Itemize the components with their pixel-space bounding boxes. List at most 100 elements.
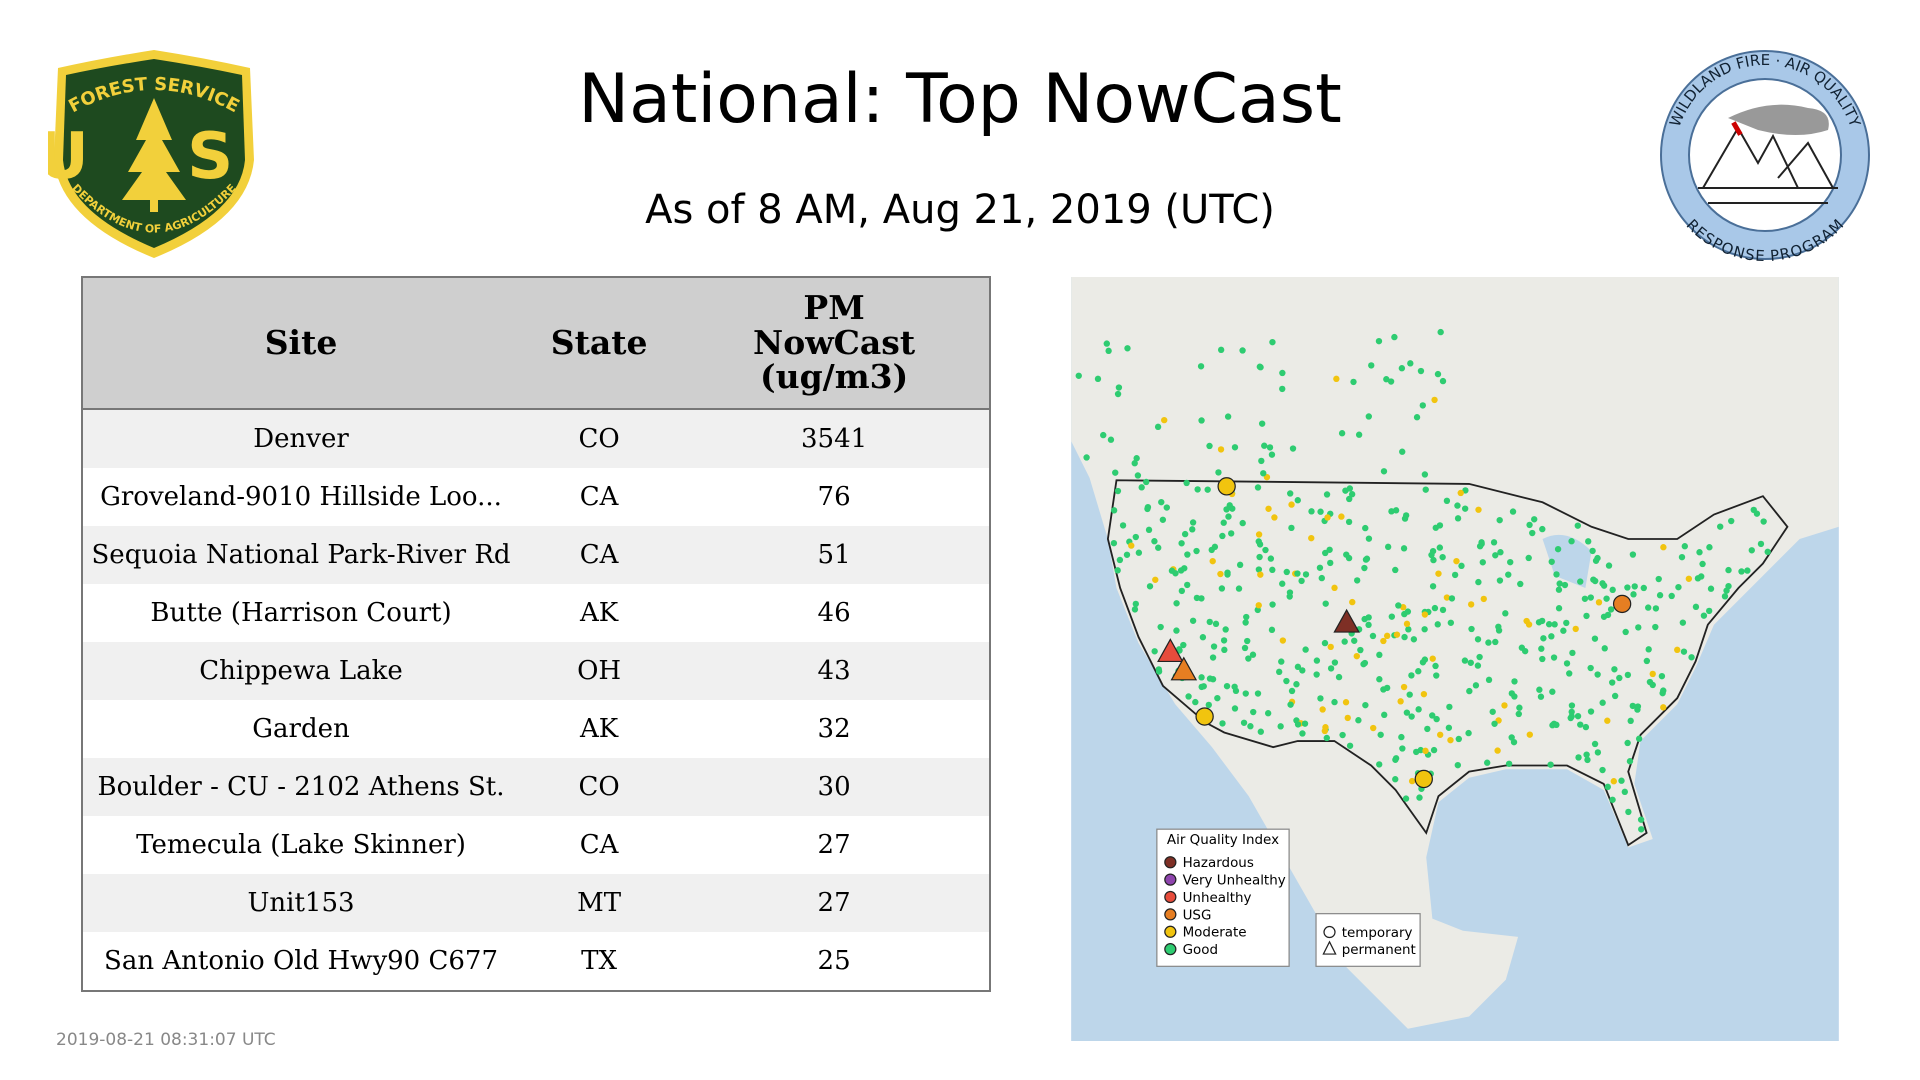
site-dot — [1199, 634, 1207, 641]
site-dot — [1294, 570, 1301, 577]
site-dot — [1338, 513, 1345, 520]
site-dot — [1568, 708, 1575, 716]
site-dot — [1267, 555, 1275, 562]
site-dot — [1370, 724, 1377, 732]
shape-label: permanent — [1342, 943, 1416, 958]
highlight-markers — [1157, 477, 1632, 789]
site-dot — [1537, 693, 1545, 700]
site-dot — [1376, 651, 1383, 659]
site-dot — [1115, 384, 1123, 391]
table-cell: CA — [579, 482, 619, 512]
site-dot — [1422, 486, 1429, 493]
site-dot — [1365, 614, 1372, 621]
site-dot — [1365, 413, 1372, 420]
site-dot — [1652, 605, 1660, 612]
site-dot — [1257, 728, 1264, 735]
site-dot — [1163, 504, 1170, 511]
site-dot — [1215, 469, 1222, 476]
site-dot — [1510, 738, 1518, 746]
site-dot — [1293, 681, 1300, 688]
site-dot — [1587, 594, 1594, 601]
site-dot — [1635, 735, 1643, 742]
site-dot — [1333, 375, 1340, 383]
site-dot — [1599, 766, 1606, 774]
site-dot — [1474, 636, 1482, 643]
site-dot — [1317, 508, 1324, 515]
title: National: Top NowCast — [578, 60, 1342, 139]
site-dot — [1361, 564, 1368, 572]
site-dot — [1422, 747, 1429, 755]
site-dot — [1634, 706, 1641, 713]
site-dot — [1131, 460, 1138, 467]
column-header: PM NowCast (ug/m3) — [679, 277, 990, 410]
site-dot — [1168, 567, 1176, 574]
site-dot — [1083, 454, 1090, 461]
site-dot — [1574, 712, 1582, 720]
site-dot — [1569, 649, 1576, 657]
site-dot — [1335, 673, 1343, 681]
us-border — [1106, 479, 1789, 847]
site-dot — [1387, 378, 1395, 385]
site-dot — [1660, 544, 1667, 551]
table-cell: Temecula (Lake Skinner) — [136, 830, 466, 860]
site-dot — [1554, 545, 1562, 553]
site-dot — [1355, 431, 1363, 438]
site-dot — [1489, 708, 1496, 715]
site-dot — [1592, 577, 1599, 585]
site-dot — [1431, 396, 1438, 404]
site-dot — [1151, 648, 1158, 655]
site-dot — [1434, 370, 1442, 378]
table-cell: 51 — [679, 526, 990, 584]
table-row: Sequoia National Park-River Rd CA 51 — [82, 526, 990, 584]
site-dot — [1184, 551, 1191, 558]
site-dot — [1454, 761, 1461, 769]
site-dot — [1289, 445, 1297, 452]
site-dot — [1175, 646, 1183, 653]
site-dot — [1197, 363, 1205, 370]
site-dot — [1475, 578, 1482, 586]
site-dot — [1317, 695, 1324, 702]
site-dot — [1183, 479, 1190, 487]
site-dot — [1402, 512, 1410, 519]
smoke — [1728, 104, 1829, 135]
column-header: State — [519, 277, 680, 410]
legend-label: Moderate — [1183, 926, 1247, 941]
site-dot — [1204, 486, 1211, 493]
subtitle: As of 8 AM, Aug 21, 2019 (UTC) — [645, 187, 1275, 233]
site-dot — [1268, 451, 1276, 458]
table-cell: AK — [580, 714, 619, 744]
site-dot — [1505, 760, 1513, 767]
site-dot — [1643, 657, 1651, 665]
site-dot — [1531, 516, 1538, 523]
site-dot — [1629, 702, 1636, 710]
legend-label: Very Unhealthy — [1183, 874, 1286, 889]
legend-label: Unhealthy — [1183, 891, 1252, 906]
site-dot — [1630, 591, 1637, 598]
site-dot — [1594, 554, 1601, 562]
site-dot — [1269, 338, 1276, 346]
site-dot — [1343, 551, 1350, 558]
site-dot — [1465, 729, 1472, 737]
site-dot — [1413, 748, 1420, 756]
site-dot — [1429, 547, 1437, 555]
site-dot — [1638, 826, 1645, 833]
site-dot — [1225, 513, 1232, 520]
site-dot — [1257, 571, 1264, 578]
table-cell: Unit153 — [82, 874, 520, 932]
site-dot — [1348, 491, 1356, 498]
site-dot — [1146, 583, 1154, 590]
site-dot — [1173, 627, 1180, 634]
site-dot — [1505, 571, 1512, 578]
site-dot — [1131, 606, 1139, 613]
site-dot — [1675, 583, 1682, 591]
site-dot — [1324, 514, 1331, 521]
table-cell: MT — [519, 874, 680, 932]
table-cell: OH — [519, 642, 680, 700]
marker — [1612, 594, 1632, 614]
site-dot — [1555, 605, 1563, 612]
site-dot — [1405, 626, 1412, 633]
site-dot — [1155, 544, 1162, 551]
site-dot — [1760, 518, 1767, 525]
site-dot — [1159, 516, 1167, 523]
site-dot — [1376, 676, 1383, 683]
